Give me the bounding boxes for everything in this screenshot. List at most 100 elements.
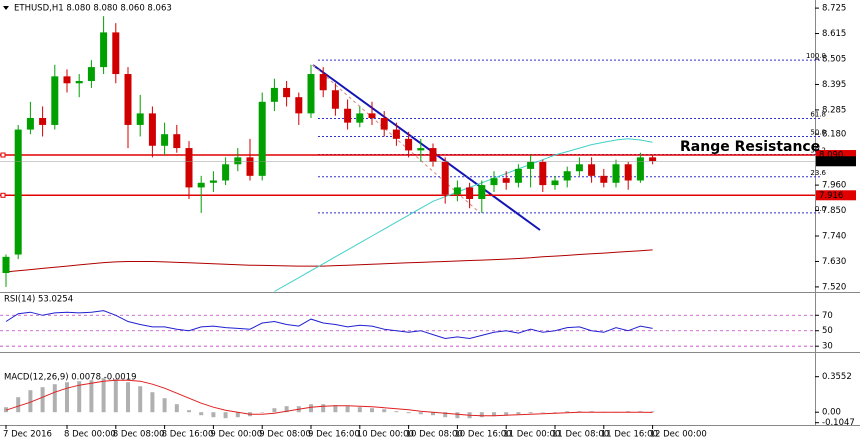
y-tick-label: 50: [822, 326, 833, 336]
rsi-line: [5, 310, 653, 340]
y-tick-label: -0.1047: [822, 418, 855, 428]
x-tick-label: 9 Dec 08:00: [259, 430, 311, 440]
candle-body: [307, 74, 315, 114]
level-marker: [0, 152, 6, 158]
y-tick-label: 7.960: [822, 181, 846, 191]
macd-bar: [211, 412, 216, 418]
candle-body: [527, 161, 535, 169]
fib-label: 61.8: [810, 110, 826, 118]
candle-body: [100, 32, 108, 68]
fib-label: 0.0: [815, 205, 826, 213]
level-price-label: 7.916: [819, 191, 843, 201]
x-tick-label: 9 Dec 16:00: [308, 430, 360, 440]
candle-body: [319, 74, 327, 91]
macd-bar: [89, 380, 94, 413]
candle-body: [197, 182, 205, 188]
candle-body: [490, 178, 498, 186]
x-tick-label: 10 Dec 16:00: [454, 430, 511, 440]
macd-bar: [199, 412, 204, 416]
candle-body: [148, 113, 156, 146]
macd-bar: [40, 387, 45, 413]
macd-bar: [65, 382, 69, 413]
macd-bar: [113, 379, 118, 413]
macd-bar: [162, 398, 167, 413]
y-tick-label: 7.850: [822, 206, 846, 216]
y-tick-label: 8.395: [822, 80, 846, 90]
fib-label: 50.0: [810, 129, 826, 137]
x-tick-label: 11 Dec 08:00: [552, 430, 609, 440]
menu-arrow: [3, 6, 9, 10]
panel-title: RSI(14) 53.0254: [4, 295, 73, 305]
last-price-label: 8.063: [819, 157, 843, 167]
candle-body: [551, 180, 559, 186]
candle-body: [478, 185, 486, 199]
candle-body: [209, 180, 217, 183]
candle-body: [466, 187, 474, 199]
y-tick-label: 30: [822, 342, 833, 352]
x-tick-label: 9 Dec 00:00: [210, 430, 262, 440]
macd-bar: [516, 412, 521, 415]
candle-body: [649, 157, 657, 162]
candle-body: [75, 80, 83, 84]
macd-bar: [638, 411, 643, 413]
macd-bar: [28, 390, 33, 413]
candle-body: [246, 157, 254, 176]
candle-body: [563, 171, 571, 181]
y-tick-label: 7.630: [822, 257, 846, 267]
x-tick-label: 7 Dec 2016: [3, 430, 52, 440]
candle-body: [173, 134, 181, 149]
macd-bar: [528, 412, 533, 414]
level-price-box: [816, 150, 856, 161]
candle-body: [258, 101, 266, 176]
y-tick-label: 8.180: [822, 130, 846, 140]
candle-body: [270, 87, 278, 102]
candle-body: [356, 113, 364, 123]
macd-bar: [382, 409, 387, 413]
candle-body: [63, 76, 71, 84]
x-tick-label: 8 Dec 08:00: [113, 430, 165, 440]
candle-body: [234, 157, 242, 165]
y-tick-label: 8.505: [822, 55, 846, 65]
macd-bar: [174, 404, 179, 413]
macd-bar: [455, 412, 460, 419]
candle-body: [636, 157, 644, 181]
candle-body: [453, 187, 461, 195]
candle-body: [295, 97, 303, 114]
x-tick-label: 10 Dec 08:00: [406, 430, 463, 440]
candle-body: [417, 148, 425, 151]
level-price-box: [816, 190, 856, 201]
macd-bar: [187, 410, 191, 413]
macd-bar: [357, 407, 362, 413]
fib-label: 23.6: [810, 169, 826, 177]
macd-bar: [406, 412, 411, 414]
annotation: Range Resistance: [680, 139, 820, 155]
candle-body: [136, 113, 144, 125]
macd-bar: [223, 412, 228, 419]
macd-bar: [333, 405, 338, 413]
candle-body: [612, 164, 620, 183]
macd-bar: [321, 404, 326, 413]
y-tick-label: 7.740: [822, 232, 846, 242]
signal-line: [5, 379, 653, 417]
candle-body: [624, 164, 632, 181]
candle-body: [161, 134, 169, 146]
macd-bar: [101, 378, 106, 413]
y-tick-label: 70: [822, 311, 833, 321]
candle-body: [51, 76, 59, 125]
x-tick-label: 11 Dec 00:00: [503, 430, 560, 440]
macd-bar: [431, 412, 435, 416]
macd-bar: [138, 386, 143, 413]
candle-body: [124, 74, 132, 125]
candle-body: [112, 32, 120, 75]
candle-body: [14, 129, 22, 255]
macd-bar: [260, 412, 265, 413]
macd-bar: [52, 384, 57, 413]
candle-body: [185, 148, 193, 188]
macd-bar: [479, 412, 484, 418]
candle-body: [368, 113, 376, 119]
x-tick-label: 8 Dec 00:00: [64, 430, 116, 440]
candle-body: [222, 164, 230, 181]
macd-bar: [16, 397, 21, 413]
